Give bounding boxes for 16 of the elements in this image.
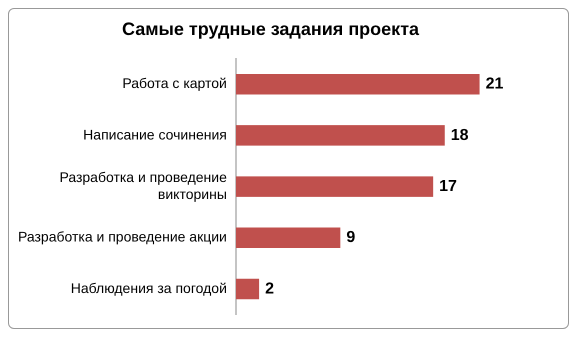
y-tick-label: Написание сочинения [83, 126, 227, 142]
bar [236, 176, 434, 197]
y-tick-label: Наблюдения за погодой [70, 280, 227, 296]
bar [236, 74, 480, 94]
y-tick-label: Разработка и проведение викторины [59, 169, 228, 202]
data-label: 17 [439, 178, 458, 196]
data-label: 18 [450, 126, 469, 144]
data-label: 21 [486, 76, 504, 93]
y-tick-label: Работа с картой [122, 75, 227, 92]
data-label: 2 [265, 280, 274, 298]
bar [236, 228, 340, 248]
bar [236, 278, 260, 300]
bar [236, 125, 445, 146]
y-tick-label: Разработка и проведение акции [18, 228, 227, 245]
data-label: 9 [346, 229, 356, 246]
chart-title: Самые трудные задания проекта [122, 18, 420, 39]
